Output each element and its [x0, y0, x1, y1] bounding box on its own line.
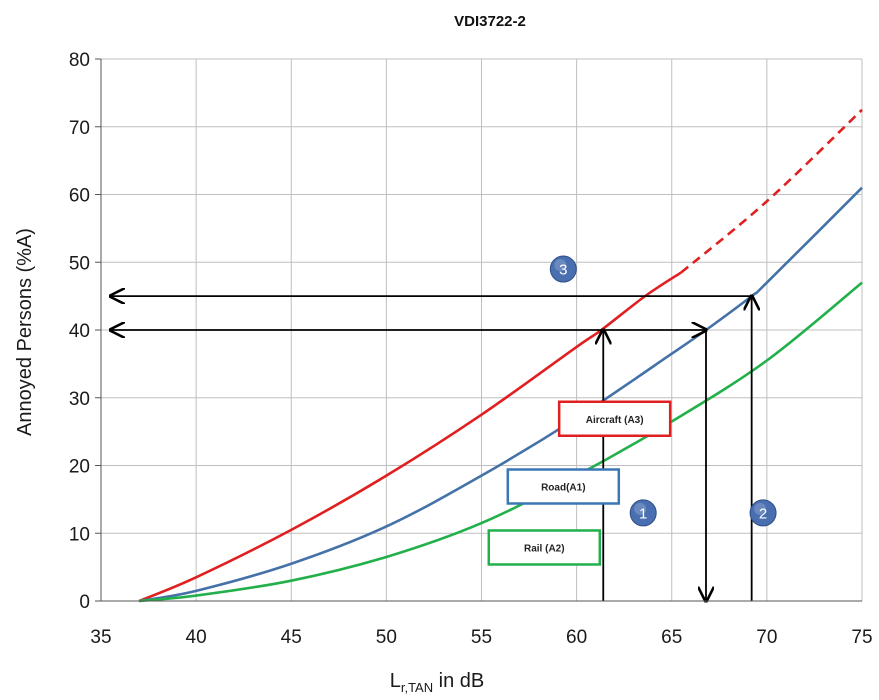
x-tick-label-8: 75: [851, 627, 872, 648]
y-tick-label-3: 30: [69, 389, 90, 410]
y-tick-label-0: 0: [79, 592, 90, 613]
x-tick-label-1: 40: [186, 627, 207, 648]
y-tick-label-5: 50: [69, 253, 90, 274]
step-marker-2: [549, 255, 577, 283]
y-tick-label-4: 40: [69, 321, 90, 342]
series-layer: [138, 108, 863, 603]
step-marker-1: [749, 499, 777, 527]
legend-box-2: [487, 529, 602, 566]
y-tick-label-7: 70: [69, 118, 90, 139]
x-axis-title-sub: r,TAN: [401, 680, 433, 695]
step-marker-label-1: 2: [759, 505, 767, 522]
x-tick-label-5: 60: [566, 627, 587, 648]
chart-title: VDI3722-2: [454, 13, 526, 30]
marker-layer: 1 2 3: [549, 255, 777, 527]
step-marker-highlight-0: [634, 502, 647, 515]
arrow-layer: [111, 296, 752, 601]
x-tick-label-0: 35: [90, 627, 111, 648]
x-axis-title-suffix: in dB: [433, 670, 484, 692]
x-axis-title: Lr,TAN in dB: [390, 670, 485, 695]
legend-box-label-2: Rail (A2): [524, 543, 565, 554]
x-tick-label-6: 65: [661, 627, 682, 648]
ticks-layer: 35 40 45 50 55 60 65 70 75 0 10 20 30 40 50 60 70 80: [69, 50, 873, 648]
step-marker-0: [629, 499, 657, 527]
y-axis-title: Annoyed Persons (%A): [14, 228, 36, 436]
legend-box-1: [506, 468, 621, 505]
y-tick-label-2: 20: [69, 457, 90, 478]
y-tick-label-6: 60: [69, 186, 90, 207]
legend-layer: Aircraft (A3) Road(A1) Rail (A2): [487, 400, 672, 566]
series-line-0: [138, 271, 682, 603]
y-tick-label-8: 80: [69, 50, 90, 71]
x-tick-label-4: 55: [471, 627, 492, 648]
step-marker-label-0: 1: [639, 505, 647, 522]
x-axis-title-main: L: [390, 670, 401, 692]
step-marker-highlight-1: [754, 502, 767, 515]
step-marker-highlight-2: [554, 259, 567, 272]
legend-box-label-1: Road(A1): [541, 483, 585, 494]
x-tick-label-2: 45: [281, 627, 302, 648]
y-tick-label-1: 10: [69, 524, 90, 545]
step-marker-label-2: 3: [559, 262, 567, 279]
series-line-dashed-0: [680, 108, 863, 274]
x-tick-label-3: 50: [376, 627, 397, 648]
legend-box-label-0: Aircraft (A3): [586, 415, 644, 426]
legend-box-0: [557, 400, 672, 438]
x-tick-label-7: 70: [756, 627, 777, 648]
